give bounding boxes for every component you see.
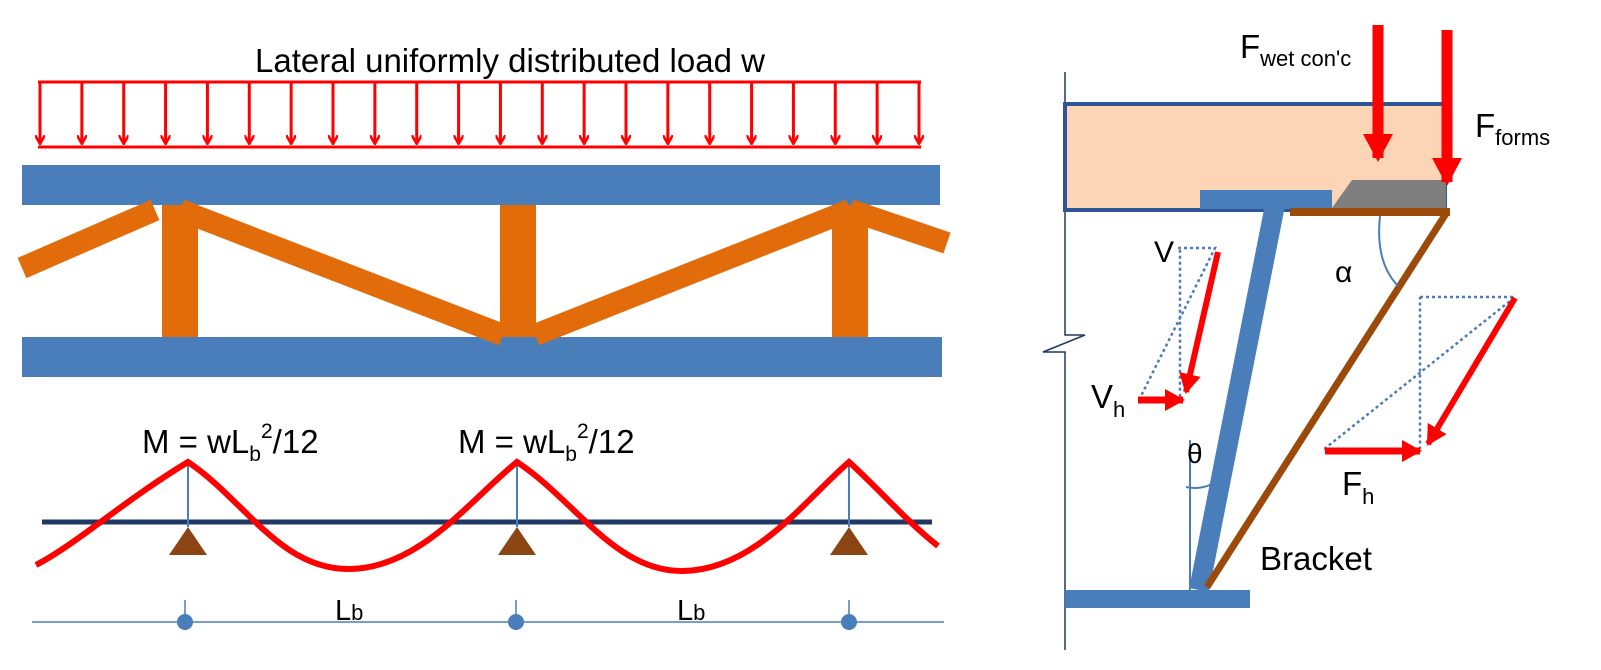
top-chord — [22, 165, 940, 205]
girder-break-line — [1042, 72, 1086, 650]
web-vertical-2 — [500, 205, 536, 337]
theta-label: θ — [1187, 438, 1203, 469]
support-triangle-3 — [830, 527, 868, 555]
f-wet-label: Fwet con'c — [1240, 28, 1351, 71]
support-triangle-1 — [169, 527, 207, 555]
v-arrow — [1179, 251, 1221, 394]
f-h-label: Fh — [1342, 465, 1374, 509]
dimension-node-2 — [508, 614, 524, 630]
load-label: Lateral uniformly distributed load w — [255, 42, 765, 79]
bracket-brace — [1204, 210, 1450, 589]
distributed-load-arrows — [38, 80, 921, 149]
truss-diagram: Lateral uniformly distributed load w — [17, 42, 951, 377]
span-label-2: Lb — [677, 595, 705, 627]
form-piece — [1332, 180, 1446, 208]
web-vertical-3 — [832, 205, 868, 337]
moment-diagram: M = wLb2/12 M = wLb2/12 Lb Lb — [32, 420, 944, 630]
moment-label-1: M = wLb2/12 — [142, 420, 319, 466]
f-force-triangle — [1319, 295, 1519, 452]
f-forms-label: Fforms — [1475, 107, 1550, 150]
moment-label-2: M = wLb2/12 — [458, 420, 635, 466]
alpha-label: α — [1335, 256, 1352, 289]
bracket-post — [1189, 198, 1286, 592]
alpha-angle-arc — [1378, 215, 1399, 287]
moment-curve — [34, 458, 940, 575]
theta-angle-arc — [1185, 483, 1213, 489]
bracket-diagram: Fwet con'c Fforms α θ V Vh Fh Bracket — [1042, 25, 1550, 650]
web-vertical-1 — [162, 205, 198, 337]
web-diagonal-1 — [176, 199, 507, 346]
bottom-chord — [22, 337, 942, 377]
web-diagonal-2 — [530, 199, 855, 346]
web-diagonal-left-overhang — [17, 199, 160, 279]
bottom-flange — [1065, 590, 1250, 608]
support-triangle-2 — [498, 527, 536, 555]
v-h-label: Vh — [1091, 378, 1125, 422]
bracket-label: Bracket — [1260, 540, 1372, 577]
f-arrow — [1425, 296, 1518, 446]
dimension-node-1 — [177, 614, 193, 630]
dimension-node-3 — [841, 614, 857, 630]
v-label: V — [1154, 236, 1174, 269]
span-label-1: Lb — [335, 595, 363, 627]
